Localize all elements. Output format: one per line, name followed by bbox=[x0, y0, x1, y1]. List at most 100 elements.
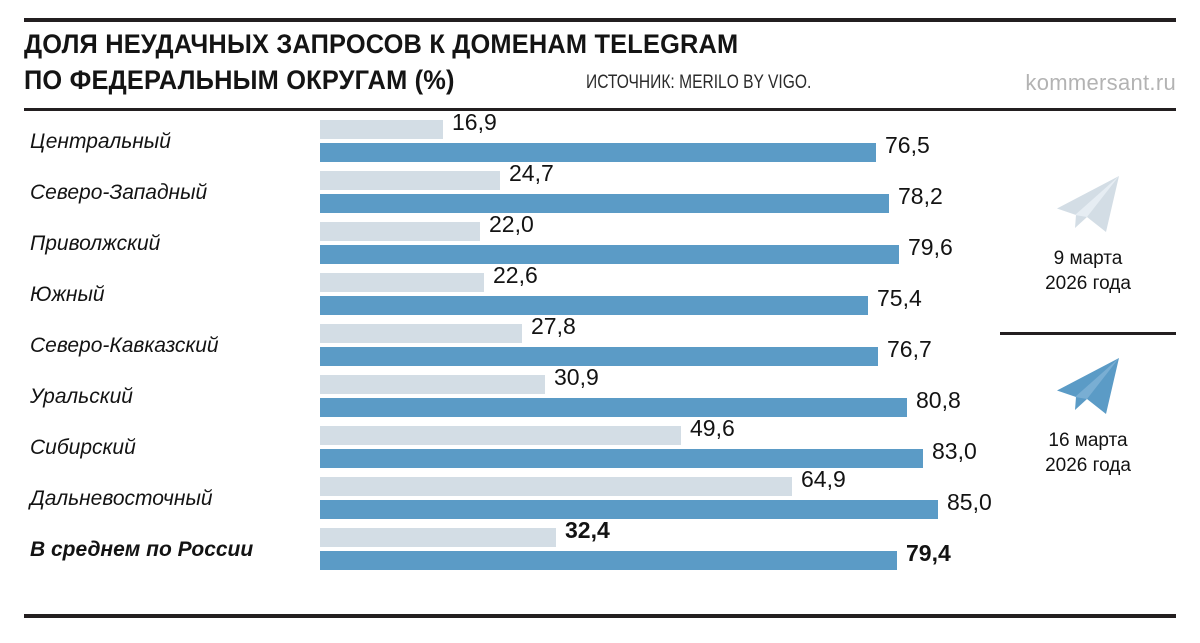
bar-light bbox=[320, 426, 681, 445]
bar-dark bbox=[320, 500, 938, 519]
bar-value: 76,5 bbox=[885, 132, 930, 158]
telegram-plane-icon bbox=[1057, 176, 1119, 232]
chart-row: Центральный 16,9 76,5 bbox=[0, 111, 985, 166]
bar-track: 79,4 bbox=[320, 542, 951, 570]
bar-track: 22,6 bbox=[320, 264, 938, 292]
row-label: Южный bbox=[30, 283, 105, 306]
header: ДОЛЯ НЕУДАЧНЫХ ЗАПРОСОВ К ДОМЕНАМ TELEGR… bbox=[24, 26, 1176, 104]
bar-track: 16,9 bbox=[320, 111, 938, 139]
row-bars: 22,6 75,4 bbox=[320, 264, 985, 319]
row-bars: 22,0 79,6 bbox=[320, 213, 985, 268]
bar-dark bbox=[320, 296, 868, 315]
bar-track: 75,4 bbox=[320, 287, 938, 315]
legend-item-second: 16 марта 2026 года bbox=[1000, 354, 1176, 478]
bar-track: 78,2 bbox=[320, 185, 943, 213]
bar-track: 83,0 bbox=[320, 440, 977, 468]
bar-track: 76,5 bbox=[320, 134, 938, 162]
chart-row: Сибирский 49,6 83,0 bbox=[0, 417, 985, 472]
bar-value: 16,9 bbox=[452, 109, 497, 135]
row-label: Приволжский bbox=[30, 232, 161, 255]
row-bars: 64,9 85,0 bbox=[320, 468, 992, 523]
chart-row: Дальневосточный 64,9 85,0 bbox=[0, 468, 992, 523]
source-note: ИСТОЧНИК: MERILO BY VIGO. bbox=[586, 72, 812, 93]
bar-value: 27,8 bbox=[531, 313, 576, 339]
bar-chart: Центральный 16,9 76,5 Северо-Западный 24,7 78… bbox=[0, 111, 992, 608]
bar-dark bbox=[320, 347, 878, 366]
bar-dark bbox=[320, 449, 923, 468]
bar-light bbox=[320, 477, 792, 496]
bar-value: 78,2 bbox=[898, 183, 943, 209]
bar-light bbox=[320, 171, 500, 190]
row-label: Северо-Западный bbox=[30, 181, 208, 204]
bar-value: 83,0 bbox=[932, 438, 977, 464]
bar-track: 79,6 bbox=[320, 236, 953, 264]
bar-value: 64,9 bbox=[801, 466, 846, 492]
bar-track: 76,7 bbox=[320, 338, 938, 366]
row-label: Сибирский bbox=[30, 436, 136, 459]
bar-dark bbox=[320, 398, 907, 417]
bar-value: 79,6 bbox=[908, 234, 953, 260]
telegram-plane-icon bbox=[1057, 358, 1119, 414]
row-bars: 49,6 83,0 bbox=[320, 417, 985, 472]
title-line-1: ДОЛЯ НЕУДАЧНЫХ ЗАПРОСОВ К ДОМЕНАМ TELEGR… bbox=[24, 29, 739, 59]
legend-divider bbox=[1000, 332, 1176, 335]
row-label: Дальневосточный bbox=[30, 487, 213, 510]
bar-value: 32,4 bbox=[565, 517, 610, 543]
legend-date-line-2: 2026 года bbox=[1045, 455, 1131, 476]
chart-row: Приволжский 22,0 79,6 bbox=[0, 213, 985, 268]
legend-date-line-1: 16 марта bbox=[1048, 430, 1128, 451]
legend-date-line-1: 9 марта bbox=[1053, 248, 1123, 269]
row-label: Уральский bbox=[30, 385, 133, 408]
brand-logo: kommersant.ru bbox=[1025, 70, 1176, 95]
top-divider bbox=[24, 18, 1176, 22]
header-divider bbox=[24, 108, 1176, 111]
row-label: Северо-Кавказский bbox=[30, 334, 219, 357]
bar-value: 22,6 bbox=[493, 262, 538, 288]
row-label: В среднем по России bbox=[30, 538, 254, 561]
page-title: ДОЛЯ НЕУДАЧНЫХ ЗАПРОСОВ К ДОМЕНАМ TELEGR… bbox=[24, 26, 784, 98]
bar-value: 30,9 bbox=[554, 364, 599, 390]
bottom-divider bbox=[24, 614, 1176, 618]
bar-value: 80,8 bbox=[916, 387, 961, 413]
bar-track: 24,7 bbox=[320, 162, 938, 190]
bar-dark bbox=[320, 194, 889, 213]
bar-track: 85,0 bbox=[320, 491, 992, 519]
bar-light bbox=[320, 324, 522, 343]
bar-dark bbox=[320, 551, 897, 570]
legend-item-first: 9 марта 2026 года bbox=[1000, 172, 1176, 296]
bar-value: 75,4 bbox=[877, 285, 922, 311]
chart-row: Уральский 30,9 80,8 bbox=[0, 366, 985, 421]
bar-light bbox=[320, 375, 545, 394]
bar-track: 80,8 bbox=[320, 389, 961, 417]
row-label: Центральный bbox=[30, 130, 171, 153]
chart-row: Северо-Западный 24,7 78,2 bbox=[0, 162, 985, 217]
row-bars: 24,7 78,2 bbox=[320, 162, 985, 217]
bar-track: 64,9 bbox=[320, 468, 938, 496]
bar-value: 49,6 bbox=[690, 415, 735, 441]
legend-caption-second: 16 марта 2026 года bbox=[1000, 428, 1176, 478]
chart-row: Северо-Кавказский 27,8 76,7 bbox=[0, 315, 985, 370]
bar-value: 22,0 bbox=[489, 211, 534, 237]
bar-value: 85,0 bbox=[947, 489, 992, 515]
bar-light bbox=[320, 120, 443, 139]
bar-track: 49,6 bbox=[320, 417, 938, 445]
bar-track: 22,0 bbox=[320, 213, 938, 241]
bar-dark bbox=[320, 245, 899, 264]
bar-track: 32,4 bbox=[320, 519, 938, 547]
bar-light bbox=[320, 528, 556, 547]
row-bars: 30,9 80,8 bbox=[320, 366, 985, 421]
bar-value: 79,4 bbox=[906, 540, 951, 566]
legend-date-line-2: 2026 года bbox=[1045, 273, 1131, 294]
bar-track: 27,8 bbox=[320, 315, 938, 343]
bar-value: 24,7 bbox=[509, 160, 554, 186]
chart-row: В среднем по России 32,4 79,4 bbox=[0, 519, 985, 574]
bar-light bbox=[320, 222, 480, 241]
bar-dark bbox=[320, 143, 876, 162]
row-bars: 32,4 79,4 bbox=[320, 519, 985, 574]
bar-value: 76,7 bbox=[887, 336, 932, 362]
row-bars: 16,9 76,5 bbox=[320, 111, 985, 166]
bar-track: 30,9 bbox=[320, 366, 938, 394]
row-bars: 27,8 76,7 bbox=[320, 315, 985, 370]
bar-light bbox=[320, 273, 484, 292]
